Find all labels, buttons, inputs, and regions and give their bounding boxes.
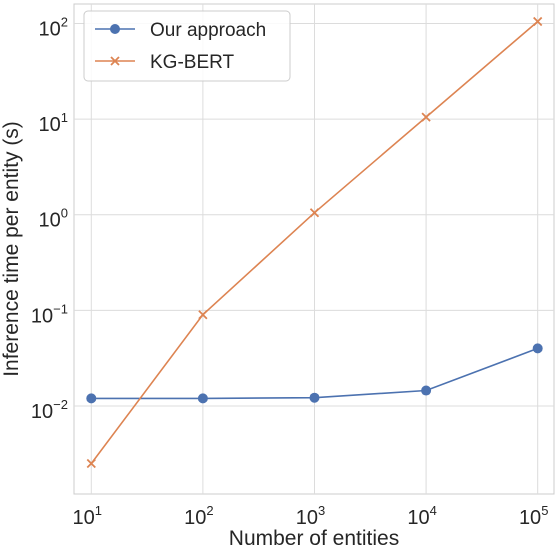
legend-label: KG-BERT [150, 52, 235, 73]
y-tick-label: 102 [39, 15, 68, 41]
y-axis-title: Inference time per entity (s) [0, 121, 23, 377]
data-point [86, 458, 96, 469]
series-1 [86, 343, 543, 404]
x-tick-label: 102 [184, 503, 213, 529]
data-point [421, 112, 431, 122]
legend-entry-1: Our approach [95, 20, 266, 41]
legend-label: Our approach [150, 20, 266, 41]
data-point [198, 310, 208, 320]
data-point [309, 392, 320, 403]
data-point [421, 385, 432, 396]
legend-entry-2: KG-BERT [95, 52, 235, 73]
y-tick-label: 10−2 [31, 397, 68, 423]
data-point [309, 208, 320, 218]
legend-box [83, 10, 291, 82]
x-tick-label: 103 [296, 503, 325, 529]
data-point [533, 16, 543, 27]
legend-marker [110, 24, 120, 34]
legend-marker [110, 56, 120, 66]
data-point [86, 393, 97, 404]
y-axis-ticks: 10−2 10−1 100 101 102 [31, 15, 68, 423]
x-axis-title: Number of entities [229, 527, 399, 550]
series-layer [86, 16, 543, 469]
x-tick-label: 101 [73, 503, 102, 529]
x-axis-ticks: 101 102 103 104 105 [73, 503, 549, 529]
x-tick-label: 105 [519, 503, 548, 529]
y-tick-label: 101 [39, 110, 68, 136]
y-tick-label: 100 [39, 206, 68, 232]
series-2 [86, 16, 543, 469]
y-tick-label: 10−1 [31, 301, 68, 327]
data-point [532, 343, 543, 354]
legend: Our approach KG-BERT [83, 10, 291, 82]
x-tick-label: 104 [407, 503, 436, 529]
data-point [197, 393, 208, 404]
